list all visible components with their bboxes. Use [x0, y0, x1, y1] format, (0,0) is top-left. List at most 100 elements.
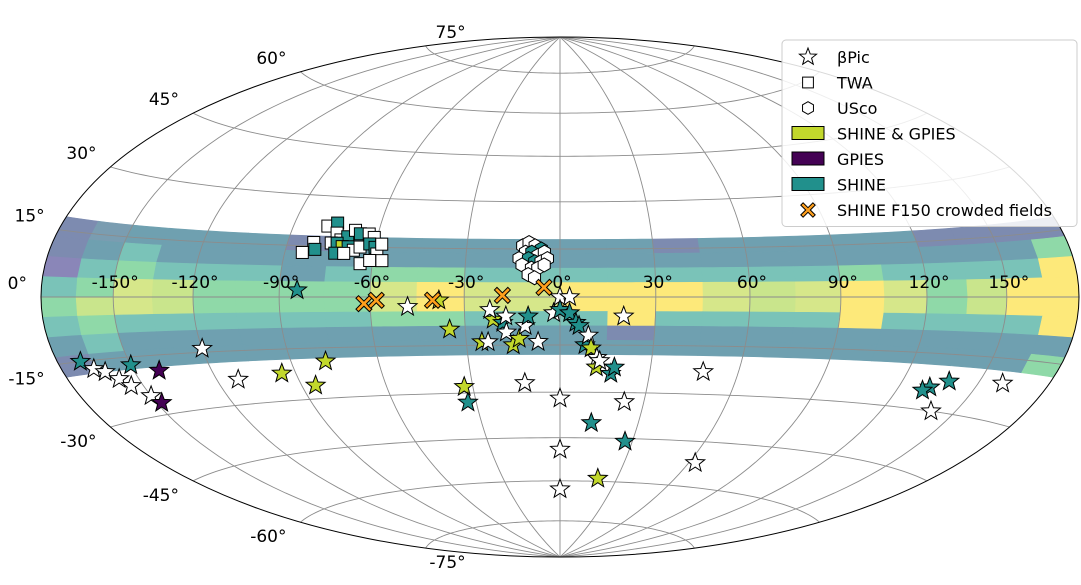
star-marker [286, 278, 308, 300]
star-marker [140, 384, 162, 406]
legend-marker [802, 101, 814, 115]
star-marker [119, 353, 142, 375]
star-marker [614, 430, 636, 451]
band-cell [328, 341, 378, 358]
band-cell [112, 296, 154, 316]
band-cell [699, 251, 749, 268]
lon-tick-label: -120° [171, 273, 218, 293]
band-cell [151, 296, 195, 315]
star-marker [270, 361, 293, 383]
legend-label: SHINE F150 crowded fields [837, 201, 1052, 220]
star-marker [527, 330, 549, 352]
band-cell [42, 315, 83, 338]
band-cell [699, 326, 749, 343]
star-marker [82, 357, 105, 379]
band-cell [114, 314, 157, 334]
band-cell [871, 230, 919, 250]
band-cell [370, 311, 419, 328]
star-marker [938, 369, 961, 391]
lat-tick-label: 75° [436, 23, 466, 43]
parallel-line [425, 45, 695, 74]
x-marker [355, 294, 373, 313]
lon-tick-label: -150° [92, 273, 139, 293]
band-cell [829, 343, 878, 362]
projection-boundary [40, 36, 1080, 558]
star-marker [478, 298, 501, 320]
band-cell [995, 239, 1039, 262]
star-marker [586, 467, 609, 488]
band-cell [192, 296, 237, 314]
band-cell [697, 237, 747, 254]
star-marker [549, 298, 571, 320]
band-cell [839, 296, 885, 314]
lon-tick-label: -60° [354, 273, 390, 293]
star-marker [920, 399, 942, 421]
star-marker [304, 373, 327, 395]
band-cell [605, 340, 655, 356]
legend-marker [802, 76, 814, 89]
x-marker [367, 291, 385, 310]
lat-tick-label: -75° [429, 553, 465, 573]
star-marker [396, 295, 419, 317]
parallel-line [58, 229, 1062, 250]
star-marker [495, 320, 518, 342]
star-marker [150, 391, 173, 413]
band-cell [749, 296, 797, 313]
star-marker [453, 375, 476, 397]
band-cell [786, 234, 836, 252]
star-marker [191, 337, 214, 358]
legend-marker [798, 46, 818, 66]
star-marker [69, 350, 92, 371]
band-cell [193, 312, 239, 331]
lat-tick-label: 30° [66, 144, 96, 164]
legend: βPic TWA USco SHINE & GPIES GPIES SHINE SHINE … [781, 39, 1078, 227]
band-cell [152, 313, 198, 332]
legend-marker [800, 202, 816, 218]
band-cell [653, 252, 703, 269]
band-cell [925, 296, 969, 315]
hexagon-marker [537, 257, 551, 273]
star-marker [517, 304, 539, 326]
legend-patch [791, 126, 825, 140]
square-marker [295, 245, 309, 259]
band-cell [464, 253, 514, 269]
legend-frame [781, 39, 1078, 227]
band-cell [325, 326, 375, 343]
band-cell [742, 341, 792, 358]
band-cell [324, 311, 373, 328]
band-cell [371, 326, 421, 343]
band-cell [653, 325, 703, 342]
band-cell [373, 340, 423, 357]
band-cell [834, 248, 882, 267]
band-cell [1037, 315, 1078, 338]
star-marker [580, 411, 603, 433]
band-cell [745, 251, 795, 268]
legend-label: βPic [837, 48, 870, 67]
band-cell [196, 246, 244, 266]
lat-tick-label: -60° [250, 527, 286, 547]
band-cell [607, 296, 657, 312]
band-cell [747, 311, 796, 328]
star-marker [558, 301, 581, 323]
band-cell [77, 314, 119, 336]
legend-patch [791, 151, 825, 166]
star-marker [94, 360, 117, 382]
star-marker [513, 371, 536, 393]
lon-tick-label: 30° [643, 273, 673, 293]
band-cell [881, 312, 927, 331]
band-cell [911, 346, 959, 367]
star-marker [684, 451, 707, 473]
band-cell [790, 327, 839, 345]
band-cell [790, 249, 839, 267]
band-cell [156, 244, 202, 265]
band-cell [161, 227, 209, 248]
band-cell [81, 239, 125, 262]
star-marker [549, 477, 571, 499]
parallel-line [300, 71, 820, 114]
band-cell [41, 296, 78, 318]
lat-tick-label: 45° [149, 90, 179, 110]
band-cell [651, 238, 701, 254]
star-marker [692, 360, 715, 382]
square-marker [308, 242, 322, 256]
